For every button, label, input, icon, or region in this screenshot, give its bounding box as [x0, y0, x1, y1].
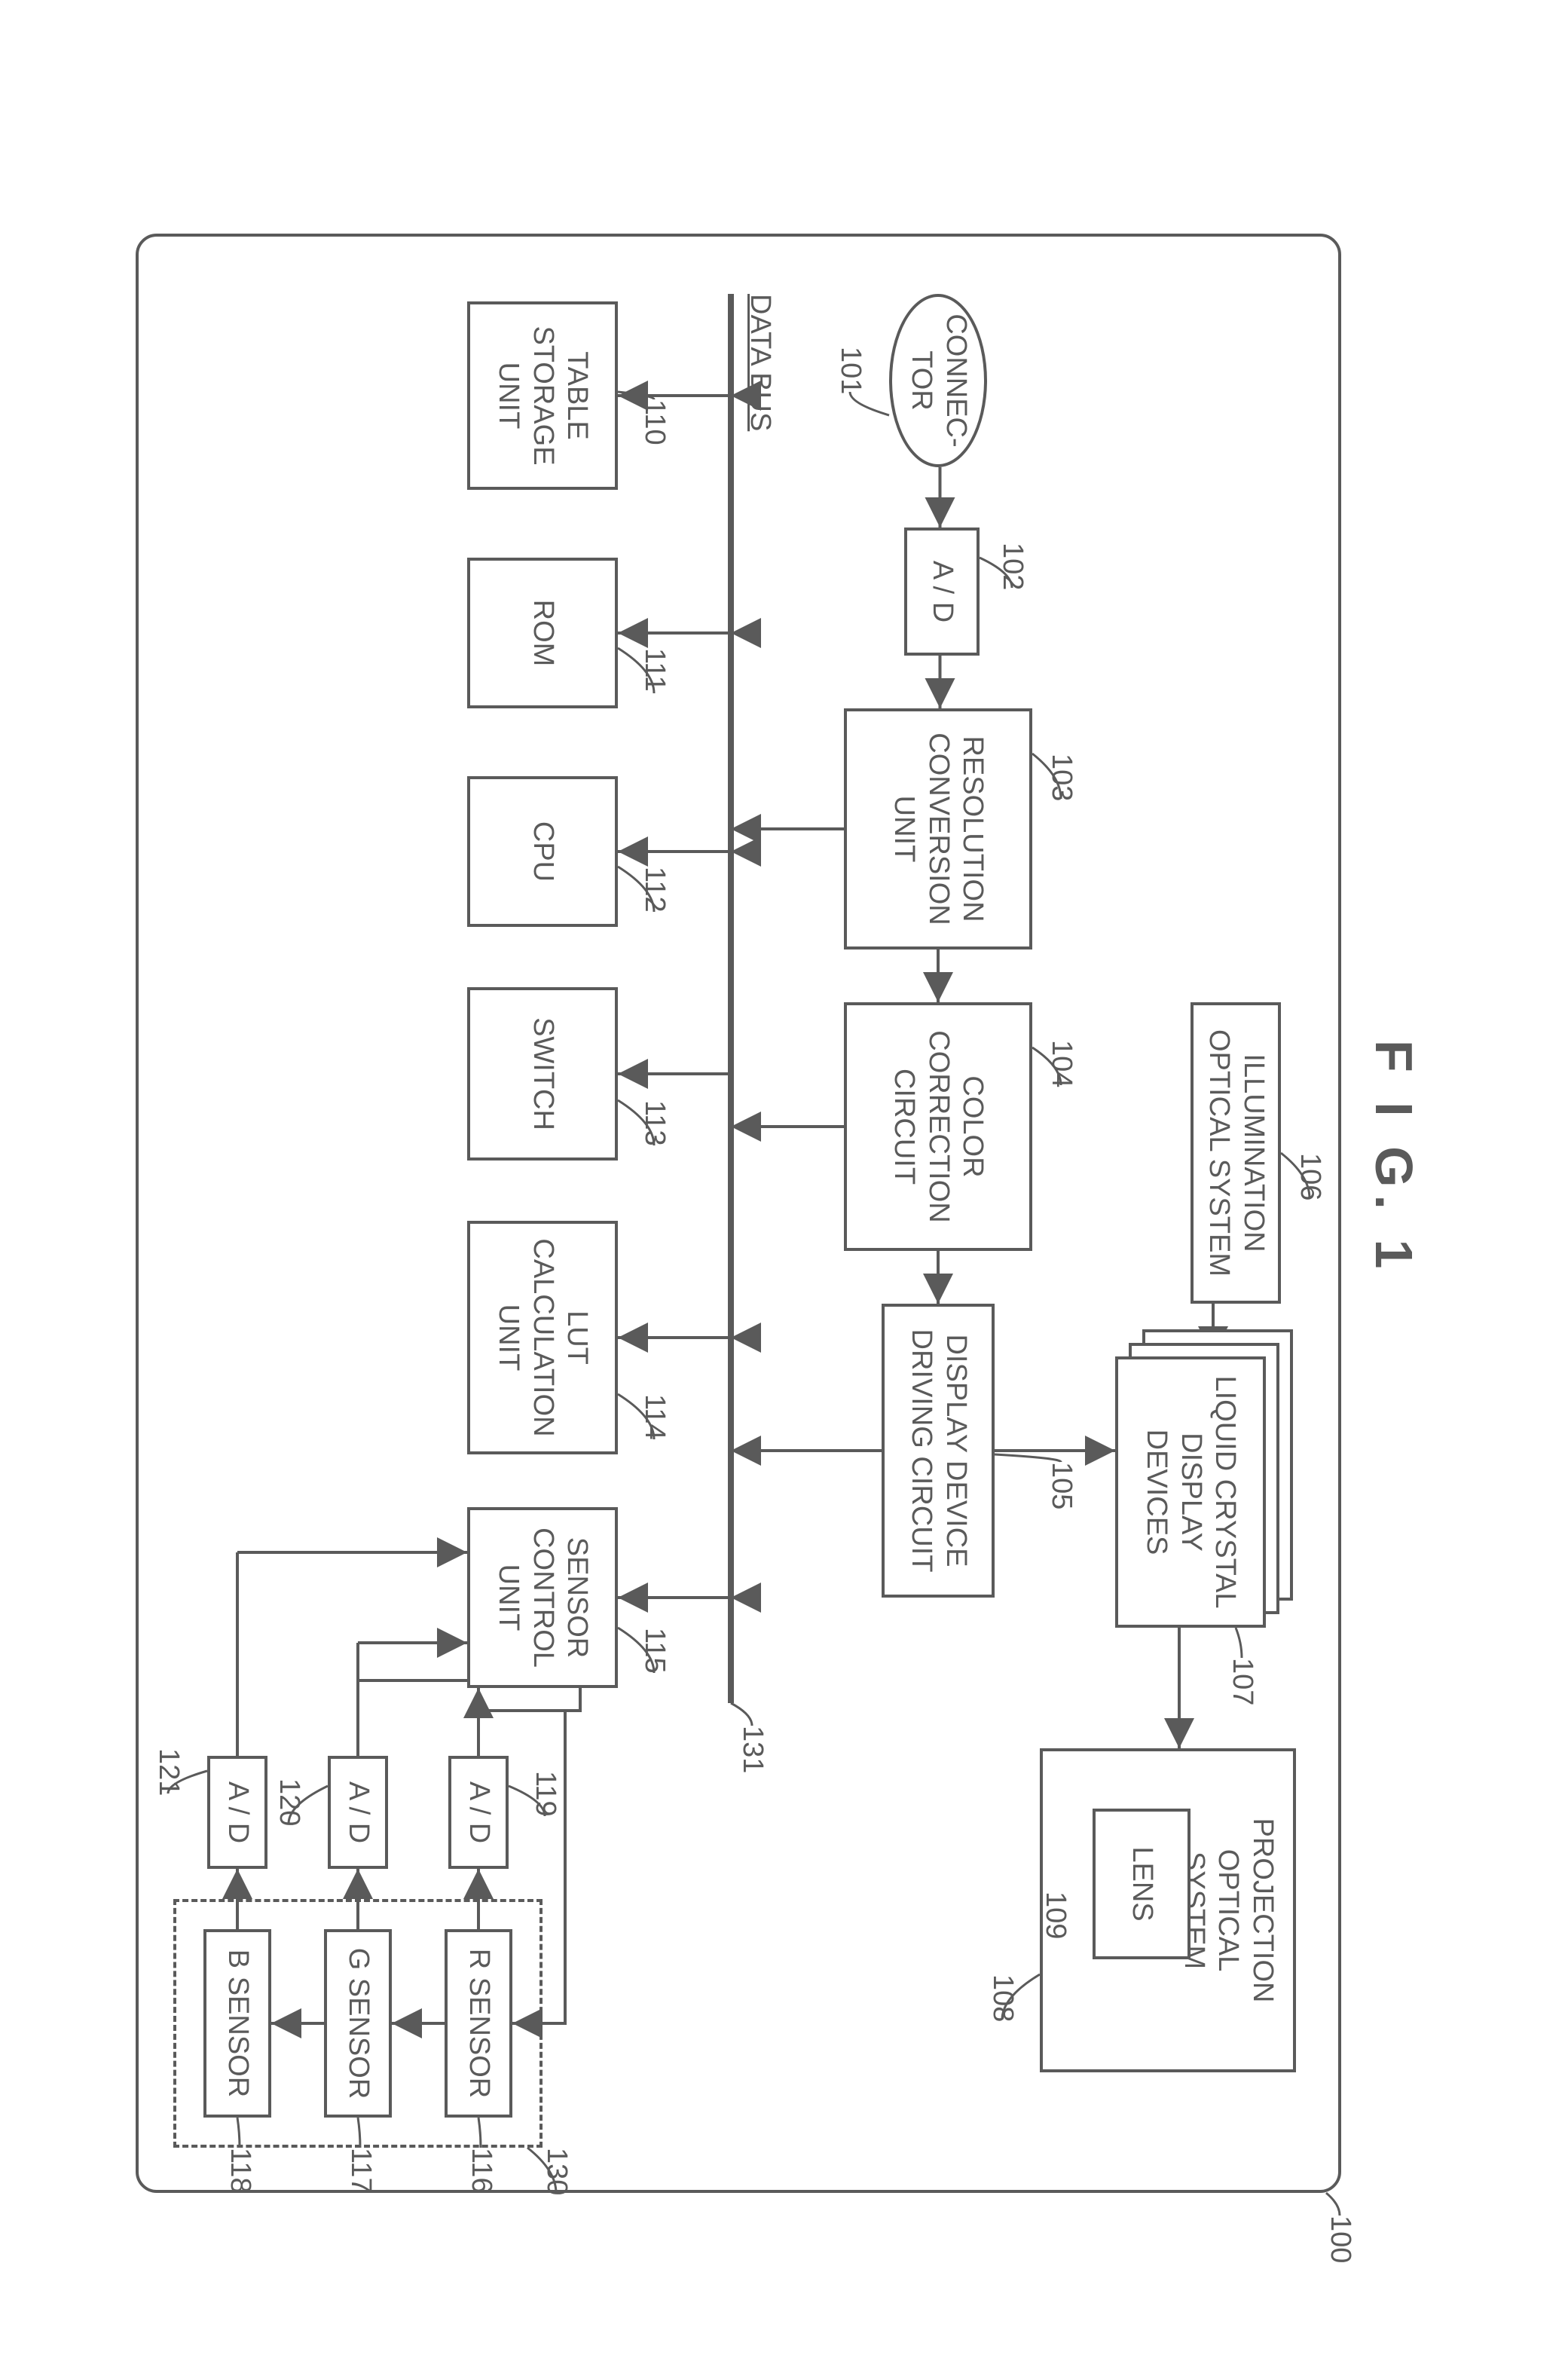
- block-cpu: CPU: [467, 776, 618, 927]
- block-b_sensor: B SENSOR: [203, 1929, 271, 2118]
- bus-label: DATA BUS: [744, 294, 776, 431]
- ref-108: 108: [986, 1974, 1019, 2022]
- block-lens: LENS: [1093, 1809, 1191, 1959]
- ref-111: 111: [638, 648, 671, 692]
- ref-106: 106: [1294, 1153, 1326, 1200]
- ref-116: 116: [465, 2148, 497, 2194]
- block-ad_g: A / D: [328, 1756, 388, 1869]
- block-label-ad_g: A / D: [341, 1781, 375, 1843]
- ref-119: 119: [529, 1771, 561, 1817]
- block-label-projection: PROJECTIONOPTICALSYSTEM: [1176, 1818, 1279, 2003]
- ref-112: 112: [638, 867, 671, 913]
- page: F I G. 1 DATA BUS CONNEC-TOR A / D RESOLUT…: [0, 0, 1568, 2370]
- ref-102: 102: [996, 543, 1029, 590]
- ref-101: 101: [834, 347, 867, 394]
- ref-118: 118: [224, 2148, 256, 2194]
- ref-130: 130: [540, 2148, 573, 2195]
- block-table_storage: TABLESTORAGEUNIT: [467, 301, 618, 490]
- ref-113: 113: [638, 1100, 671, 1146]
- block-label-table_storage: TABLESTORAGEUNIT: [491, 326, 594, 465]
- block-connector: CONNEC-TOR: [889, 294, 987, 467]
- block-lut_calc: LUTCALCULATIONUNIT: [467, 1221, 618, 1454]
- block-resolution_conv: RESOLUTIONCONVERSIONUNIT: [844, 708, 1032, 950]
- block-color_correction: COLORCORRECTIONCIRCUIT: [844, 1002, 1032, 1251]
- block-label-resolution_conv: RESOLUTIONCONVERSIONUNIT: [887, 732, 990, 925]
- block-label-ad_r: A / D: [461, 1781, 496, 1843]
- block-ad_in: A / D: [904, 528, 980, 656]
- block-label-b_sensor: B SENSOR: [220, 1950, 255, 2097]
- block-rom: ROM: [467, 558, 618, 708]
- block-label-illumination: ILLUMINATIONOPTICAL SYSTEM: [1201, 1029, 1270, 1277]
- diagram-canvas: F I G. 1 DATA BUS CONNEC-TOR A / D RESOLUT…: [113, 151, 1432, 2261]
- block-label-sensor_control: SENSORCONTROLUNIT: [491, 1528, 594, 1668]
- figure-title: F I G. 1: [1364, 1040, 1424, 1276]
- block-switch: SWITCH: [467, 987, 618, 1161]
- ref-110: 110: [638, 399, 671, 445]
- block-illumination: ILLUMINATIONOPTICAL SYSTEM: [1191, 1002, 1281, 1304]
- block-label-g_sensor: G SENSOR: [341, 1948, 375, 2099]
- ref-107: 107: [1226, 1658, 1258, 1705]
- block-label-display_driving: DISPLAY DEVICEDRIVING CIRCUIT: [903, 1329, 972, 1573]
- block-label-cpu: CPU: [525, 821, 560, 882]
- block-label-switch: SWITCH: [525, 1017, 560, 1130]
- block-ad_b: A / D: [207, 1756, 267, 1869]
- block-label-r_sensor: R SENSOR: [461, 1949, 496, 2098]
- block-label-rom: ROM: [525, 600, 560, 667]
- block-sensor_control: SENSORCONTROLUNIT: [467, 1507, 618, 1688]
- ref-120: 120: [273, 1778, 305, 1826]
- ref-104: 104: [1045, 1040, 1077, 1087]
- ref-117: 117: [344, 2148, 377, 2194]
- ref-109: 109: [1039, 1891, 1071, 1939]
- block-lcd: LIQUID CRYSTALDISPLAYDEVICES: [1115, 1356, 1266, 1628]
- ref-121: 121: [152, 1748, 185, 1796]
- block-label-ad_b: A / D: [220, 1781, 255, 1843]
- block-r_sensor: R SENSOR: [445, 1929, 512, 2118]
- block-label-connector: CONNEC-TOR: [903, 313, 972, 447]
- block-label-ad_in: A / D: [925, 561, 959, 622]
- block-label-lcd: LIQUID CRYSTALDISPLAYDEVICES: [1139, 1375, 1242, 1608]
- block-label-lut_calc: LUTCALCULATIONUNIT: [491, 1238, 594, 1436]
- ref-131: 131: [736, 1726, 769, 1773]
- ref-100: 100: [1324, 2216, 1356, 2263]
- ref-114: 114: [638, 1394, 671, 1440]
- block-display_driving: DISPLAY DEVICEDRIVING CIRCUIT: [882, 1304, 995, 1598]
- block-ad_r: A / D: [448, 1756, 509, 1869]
- block-label-color_correction: COLORCORRECTIONCIRCUIT: [887, 1030, 990, 1222]
- ref-103: 103: [1045, 754, 1077, 801]
- block-g_sensor: G SENSOR: [324, 1929, 392, 2118]
- ref-105: 105: [1045, 1462, 1077, 1509]
- block-label-lens: LENS: [1124, 1846, 1159, 1921]
- ref-115: 115: [638, 1628, 671, 1674]
